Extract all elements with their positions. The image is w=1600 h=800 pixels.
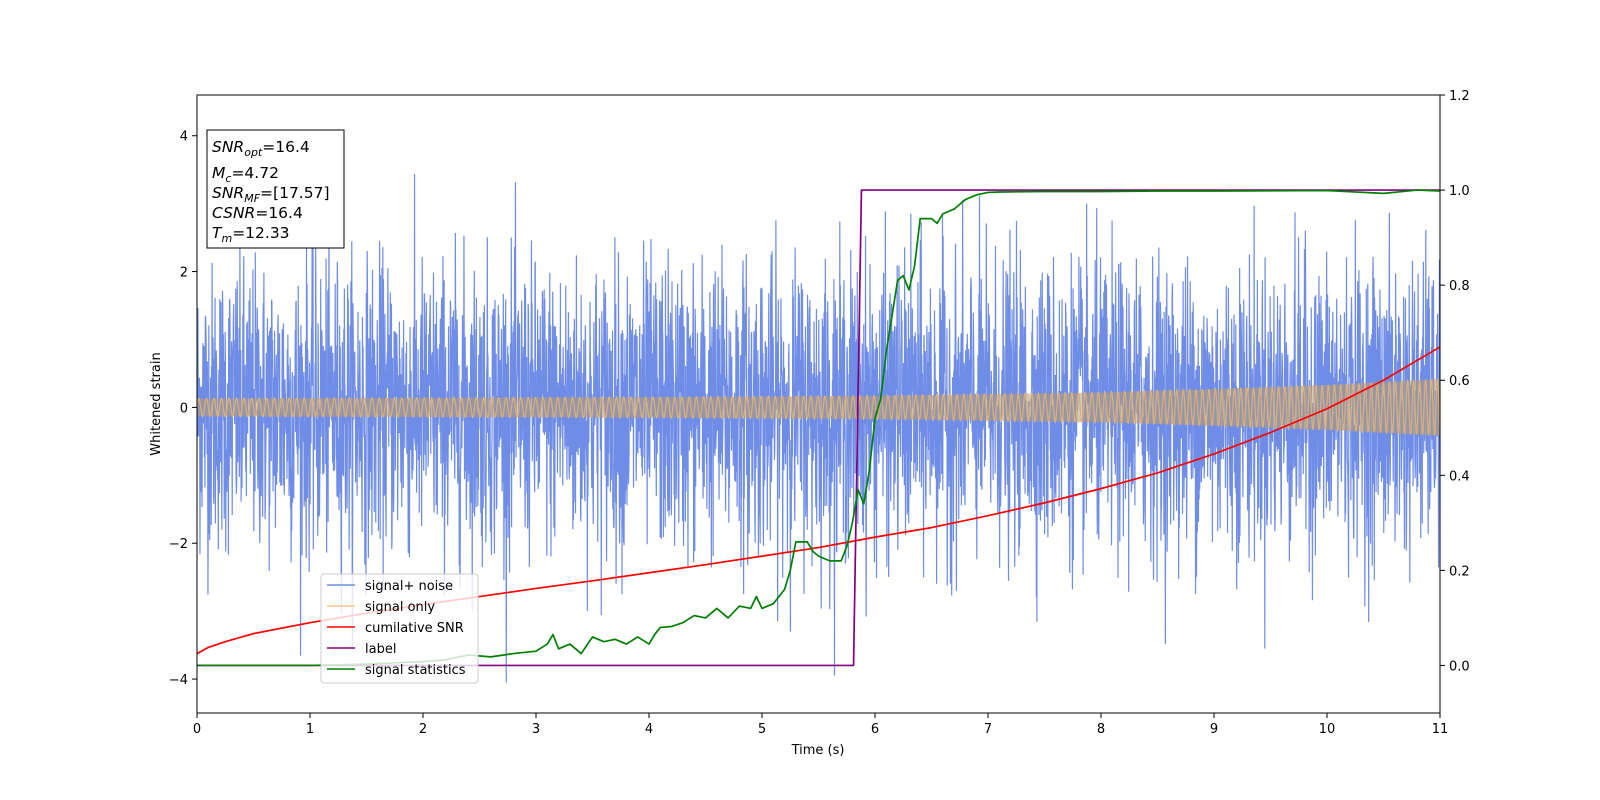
x-axis: 0 1 2 3 4 5 6 7 8 9 10 11 bbox=[193, 713, 1448, 737]
signal-envelope-fill bbox=[197, 378, 1440, 436]
y-tick-label: −2 bbox=[169, 537, 188, 552]
legend-label-signal: signal only bbox=[365, 600, 435, 615]
legend: signal+ noise signal only cumilative SNR… bbox=[320, 573, 479, 684]
plot-frame bbox=[196, 94, 1441, 714]
legend-label-csnr: cumilative SNR bbox=[365, 621, 464, 636]
info-box: SNRopt=16.4 Mc=4.72 SNRMF=[17.57] CSNR=1… bbox=[206, 129, 345, 249]
y-tick-label: 2 bbox=[180, 266, 188, 281]
x-tick-label: 9 bbox=[1210, 722, 1218, 737]
y2-tick-label: 1.2 bbox=[1449, 89, 1470, 104]
x-tick-label: 8 bbox=[1097, 722, 1105, 737]
x-tick-label: 11 bbox=[1432, 722, 1449, 737]
right-axis-series bbox=[197, 189, 1440, 667]
snr-opt-line: SNRopt=16.4 bbox=[212, 138, 310, 159]
signal-overlap-fill bbox=[197, 378, 1440, 436]
y-tick-label: 4 bbox=[180, 130, 188, 145]
y-axis-title: Whitened strain bbox=[149, 352, 164, 455]
x-tick-label: 2 bbox=[419, 722, 427, 737]
x-tick-label: 0 bbox=[193, 722, 201, 737]
plot-area bbox=[197, 173, 1440, 683]
y-tick-label: 0 bbox=[180, 401, 188, 416]
label-line bbox=[197, 189, 1440, 667]
y2-tick-label: 0.2 bbox=[1449, 564, 1470, 579]
csnr-line bbox=[197, 346, 1440, 655]
legend-label-label: label bbox=[365, 642, 396, 657]
tm-line: Tm=12.33 bbox=[212, 224, 290, 245]
y-axis-right: 0.0 0.2 0.4 0.6 0.8 1.0 1.2 bbox=[1440, 89, 1470, 674]
csnr-line: CSNR=16.4 bbox=[212, 204, 303, 222]
y2-tick-label: 0.8 bbox=[1449, 279, 1470, 294]
x-tick-label: 5 bbox=[758, 722, 766, 737]
x-tick-label: 7 bbox=[984, 722, 992, 737]
info-box-frame bbox=[206, 129, 345, 249]
y-tick-label: −4 bbox=[169, 673, 188, 688]
x-tick-label: 6 bbox=[871, 722, 879, 737]
x-tick-label: 10 bbox=[1319, 722, 1336, 737]
y2-tick-label: 0.0 bbox=[1449, 659, 1470, 674]
snr-mf-line: SNRMF=[17.57] bbox=[212, 184, 330, 205]
legend-label-stats: signal statistics bbox=[365, 663, 466, 678]
y2-tick-label: 0.4 bbox=[1449, 469, 1470, 484]
y2-tick-label: 0.6 bbox=[1449, 374, 1470, 389]
x-tick-label: 1 bbox=[306, 722, 314, 737]
x-axis-title: Time (s) bbox=[791, 743, 845, 758]
y-axis-left: −4 −2 0 2 4 bbox=[169, 130, 197, 688]
y2-tick-label: 1.0 bbox=[1449, 184, 1470, 199]
legend-label-noise: signal+ noise bbox=[365, 579, 453, 594]
legend-frame bbox=[320, 573, 479, 684]
x-tick-label: 4 bbox=[645, 722, 653, 737]
signal-statistics-line bbox=[197, 189, 1440, 667]
mc-line: Mc=4.72 bbox=[212, 164, 279, 185]
x-tick-label: 3 bbox=[532, 722, 540, 737]
